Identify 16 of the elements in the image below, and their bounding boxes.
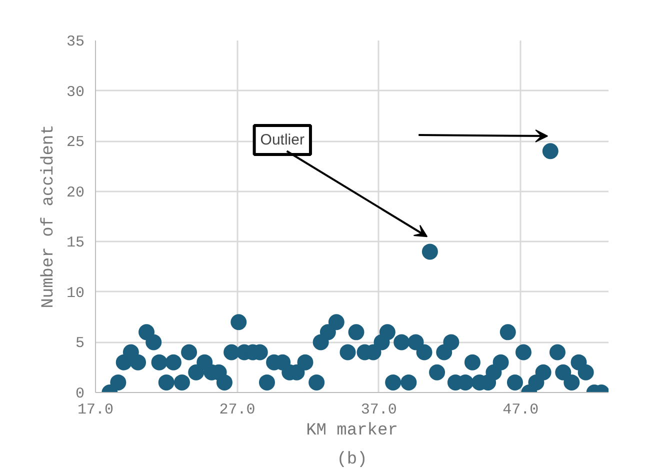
y-tick-label: 0: [76, 386, 85, 402]
y-tick-label: 30: [66, 84, 85, 101]
x-tick-label: 17.0: [77, 402, 114, 418]
y-tick-label: 20: [66, 184, 85, 202]
x-tick-label: 47.0: [502, 402, 539, 418]
x-tick-label: 37.0: [360, 402, 397, 418]
y-tick-label: 15: [66, 234, 85, 252]
x-axis-title: KM marker: [306, 422, 398, 440]
y-tick-label: 25: [66, 134, 85, 152]
annotation: Outlier: [260, 132, 304, 149]
text: (b): [336, 450, 368, 470]
y-axis-title: Number of accident: [39, 124, 58, 308]
y-tick-label: 5: [76, 335, 85, 352]
y-tick-label: 10: [66, 284, 85, 302]
y-tick-label: 35: [66, 34, 85, 50]
x-tick-label: 27.0: [219, 402, 256, 418]
